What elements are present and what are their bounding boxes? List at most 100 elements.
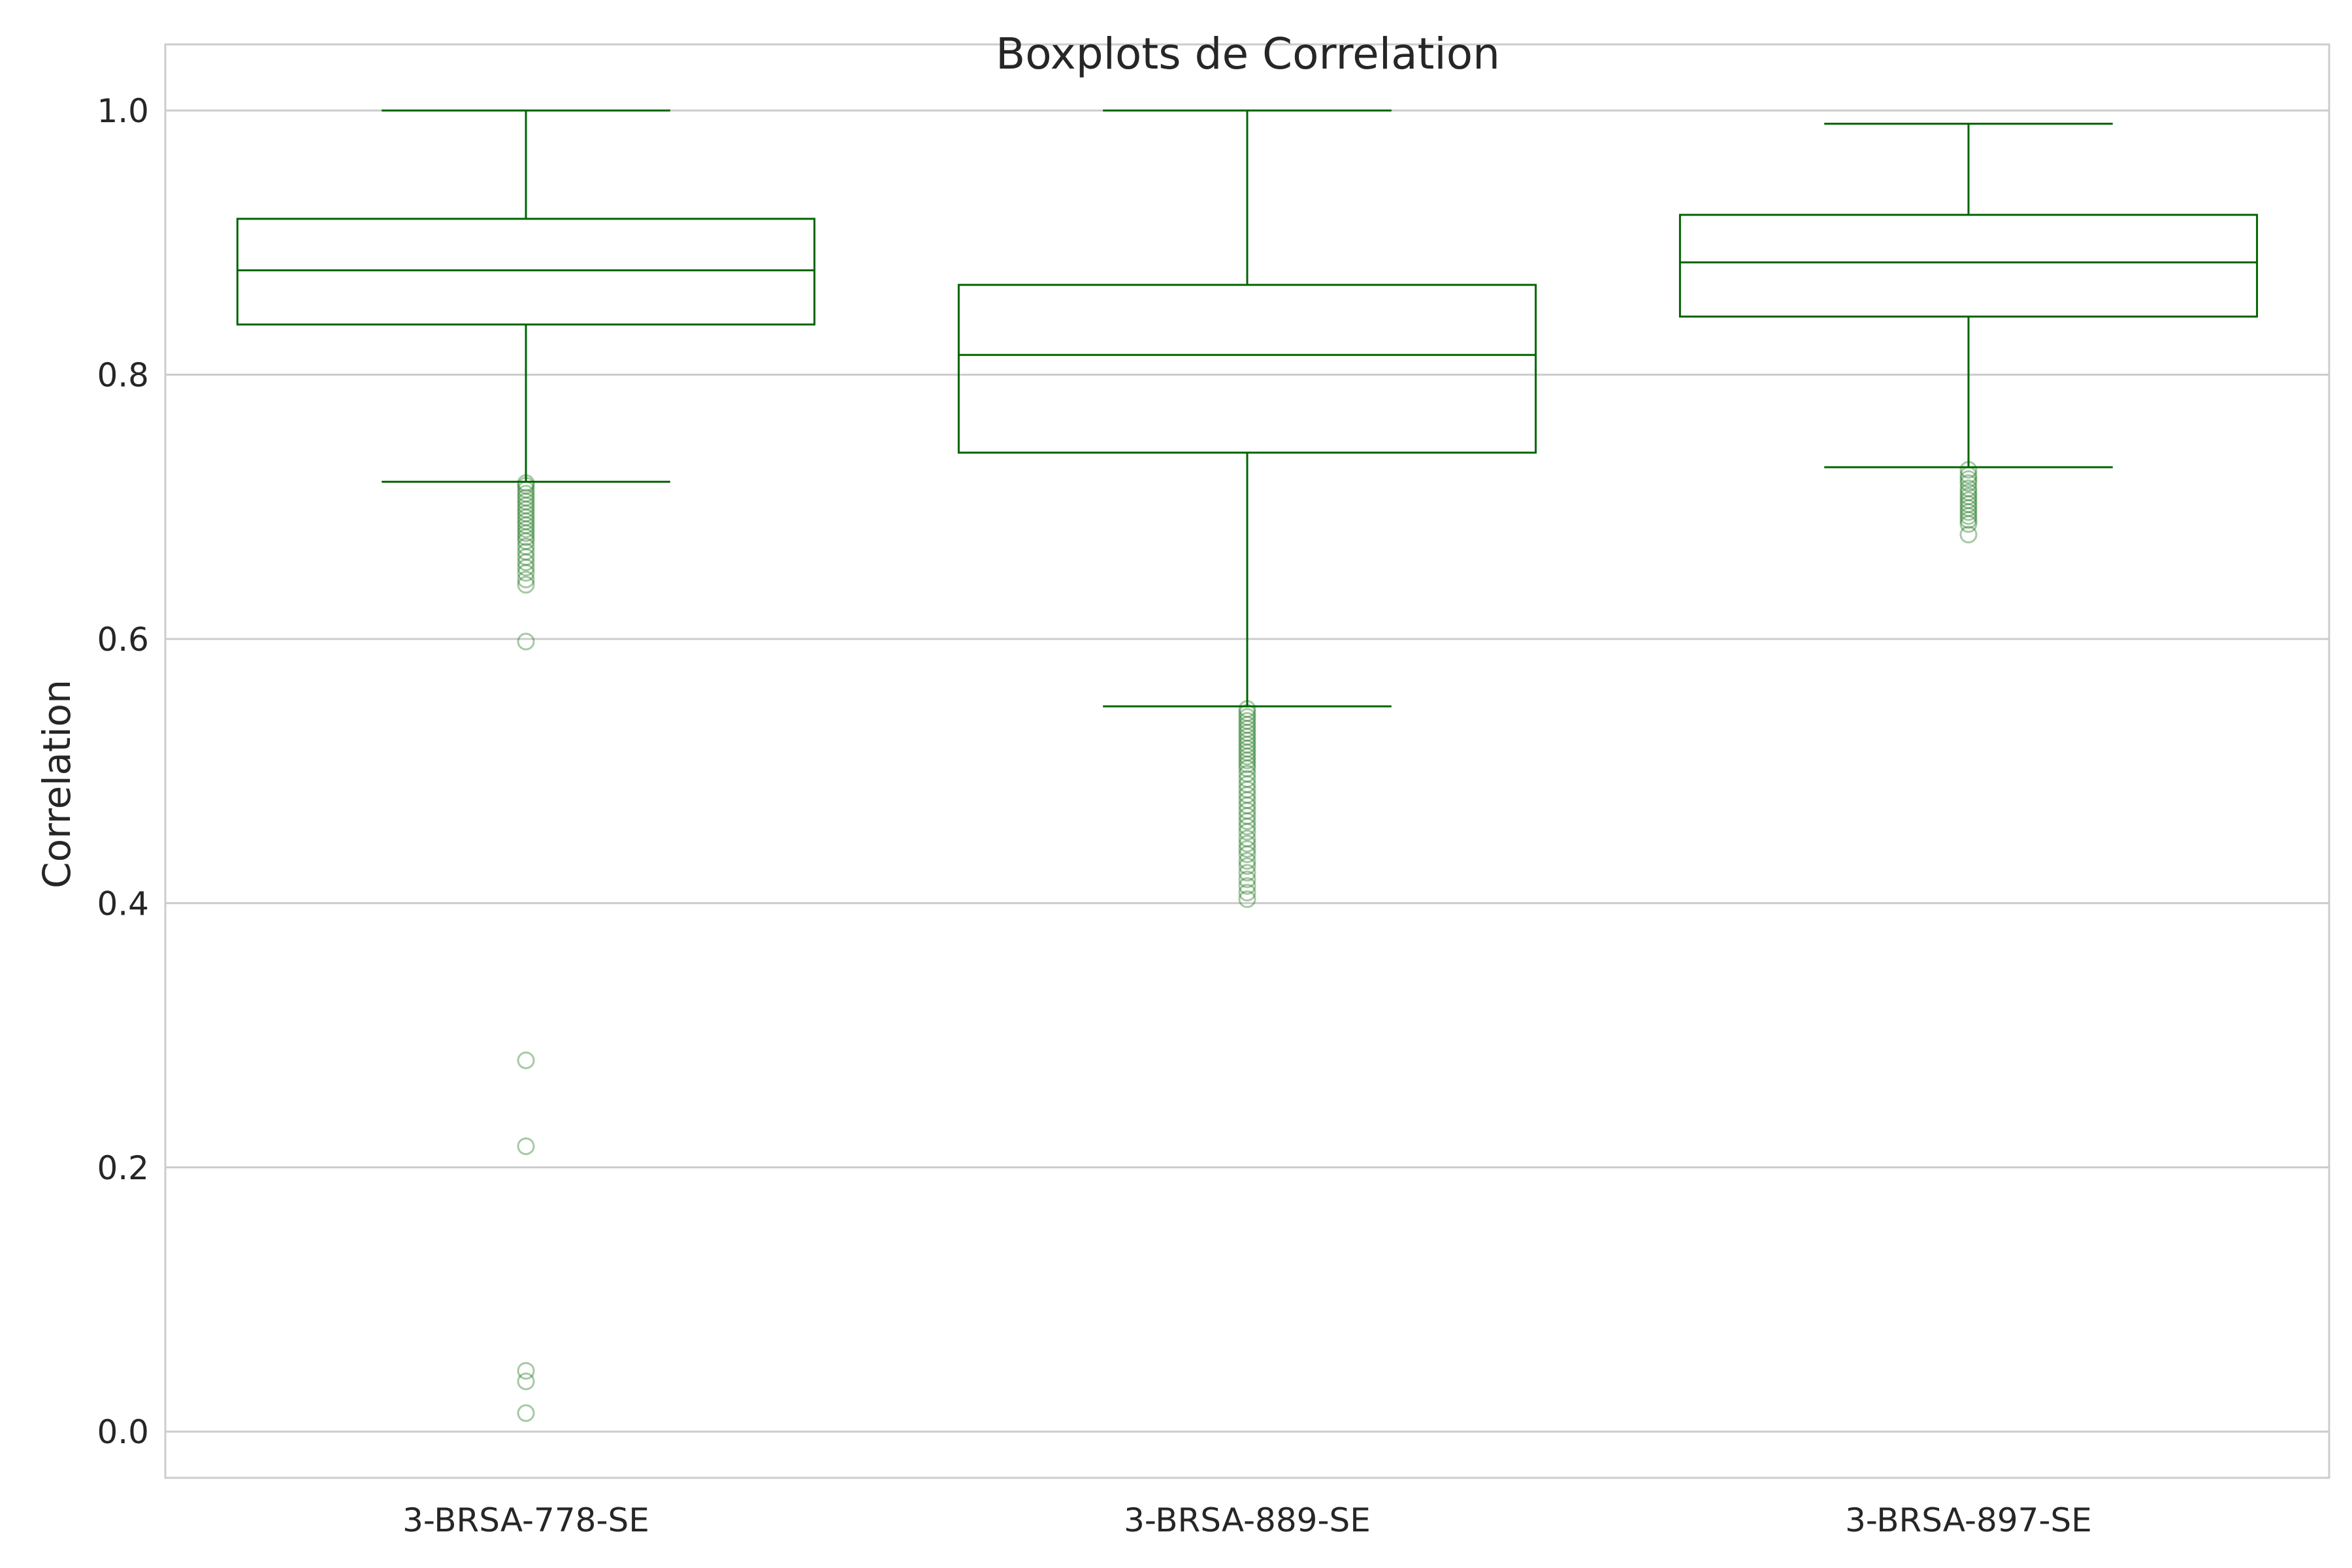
outlier-point — [517, 497, 535, 515]
outlier-point — [1959, 515, 1978, 533]
outlier-point — [517, 1372, 535, 1390]
outlier-point — [1238, 829, 1256, 847]
outlier-point — [1959, 507, 1978, 525]
outlier-point — [1238, 743, 1256, 762]
y-tick-label: 1.0 — [97, 92, 149, 130]
chart-title: Boxplots de Correlation — [996, 29, 1500, 79]
outlier-point — [1238, 802, 1256, 820]
outlier-point — [517, 508, 535, 527]
outlier-point — [1238, 791, 1256, 809]
outlier-point — [1238, 740, 1256, 758]
outlier-point — [1238, 807, 1256, 825]
outlier-point — [1238, 715, 1256, 734]
outlier-point — [1959, 461, 1978, 479]
outlier-point — [517, 570, 535, 589]
outlier-point — [1959, 466, 1978, 484]
outlier-point — [517, 489, 535, 507]
outlier-point — [1238, 732, 1256, 750]
outlier-point — [517, 485, 535, 503]
x-tick-label: 3-BRSA-778-SE — [402, 1501, 649, 1539]
outlier-point — [1959, 499, 1978, 517]
outlier-point — [1238, 817, 1256, 836]
outlier-point — [517, 500, 535, 519]
outlier-point — [1959, 525, 1978, 544]
outlier-point — [517, 553, 535, 572]
outlier-point — [517, 632, 535, 651]
outlier-point — [1959, 491, 1978, 510]
outlier-point — [1238, 870, 1256, 889]
outlier-point — [517, 1362, 535, 1380]
outlier-point — [1238, 724, 1256, 742]
outlier-point — [1238, 786, 1256, 804]
outlier-point — [517, 576, 535, 594]
outlier-point — [1959, 495, 1978, 514]
outlier-point — [517, 559, 535, 577]
outlier-point — [1238, 704, 1256, 722]
y-tick-label: 0.4 — [97, 885, 149, 923]
outlier-point — [1238, 857, 1256, 875]
y-tick-label: 0.0 — [97, 1413, 149, 1451]
y-tick-label: 0.8 — [97, 357, 149, 395]
outlier-point — [1238, 751, 1256, 770]
outlier-point — [517, 548, 535, 566]
outlier-point — [1959, 474, 1978, 492]
outlier-point — [517, 524, 535, 542]
x-tick-label: 3-BRSA-889-SE — [1124, 1501, 1371, 1539]
box-iqr — [236, 218, 816, 326]
outlier-point — [1959, 503, 1978, 521]
outlier-point — [517, 480, 535, 498]
outlier-point — [517, 1051, 535, 1070]
outlier-point — [1238, 796, 1256, 815]
x-tick-label: 3-BRSA-897-SE — [1845, 1501, 2092, 1539]
box-iqr — [1678, 214, 2259, 318]
outlier-point — [517, 532, 535, 550]
y-axis-label: Correlation — [35, 679, 79, 889]
outlier-point — [517, 474, 535, 492]
outlier-point — [517, 1404, 535, 1422]
outlier-point — [517, 542, 535, 561]
outlier-point — [1238, 759, 1256, 777]
outlier-point — [517, 512, 535, 531]
outlier-point — [517, 564, 535, 582]
outlier-point — [517, 528, 535, 546]
outlier-point — [1238, 823, 1256, 841]
outlier-point — [517, 1137, 535, 1155]
outlier-point — [1959, 479, 1978, 497]
outlier-point — [1959, 470, 1978, 488]
outlier-point — [1238, 852, 1256, 870]
outlier-point — [517, 504, 535, 523]
outlier-point — [1238, 840, 1256, 858]
outlier-point — [1238, 719, 1256, 738]
outlier-point — [1238, 700, 1256, 718]
plot-frame — [164, 43, 2330, 1479]
outlier-point — [1238, 864, 1256, 882]
outlier-point — [1238, 764, 1256, 783]
outlier-point — [517, 520, 535, 538]
outlier-point — [1959, 483, 1978, 501]
outlier-point — [1238, 770, 1256, 788]
outlier-point — [1238, 708, 1256, 726]
outlier-point — [1238, 728, 1256, 746]
y-tick-label: 0.2 — [97, 1149, 149, 1187]
outlier-point — [1238, 877, 1256, 895]
outlier-point — [517, 476, 535, 495]
outlier-point — [1238, 834, 1256, 853]
outlier-point — [1238, 755, 1256, 774]
outlier-point — [517, 493, 535, 511]
outlier-point — [1238, 747, 1256, 766]
outlier-point — [1959, 511, 1978, 529]
outlier-point — [517, 516, 535, 534]
y-tick-label: 0.6 — [97, 621, 149, 659]
outlier-point — [1238, 775, 1256, 793]
box-iqr — [957, 284, 1537, 454]
outlier-point — [1238, 780, 1256, 798]
outlier-point — [1238, 890, 1256, 908]
outlier-point — [1238, 812, 1256, 830]
outlier-point — [1238, 883, 1256, 902]
outlier-point — [1959, 487, 1978, 506]
outlier-point — [1238, 711, 1256, 730]
outlier-point — [1238, 845, 1256, 864]
outlier-point — [517, 537, 535, 555]
